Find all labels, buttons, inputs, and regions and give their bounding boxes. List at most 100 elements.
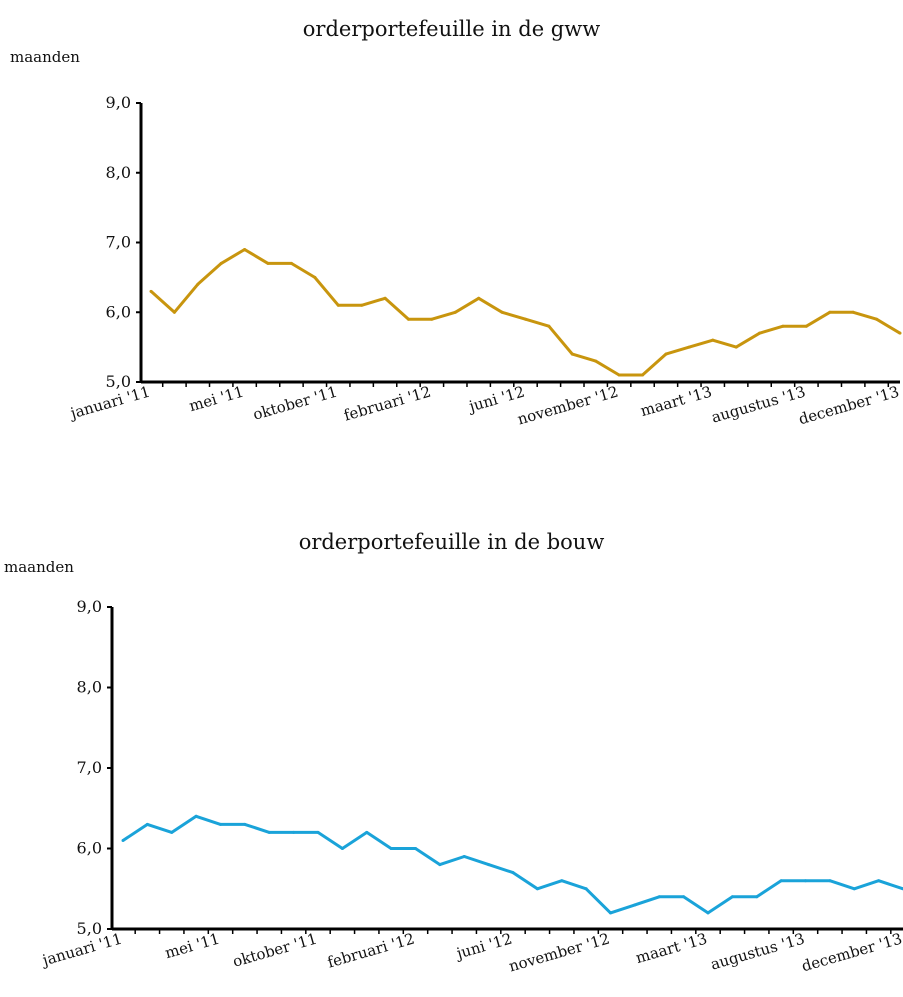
data-point [898,331,902,335]
x-tick-label: mei '11 [163,930,222,963]
x-tick-label: mei '11 [187,383,246,416]
y-tick-label: 6,0 [106,302,131,321]
y-tick-label: 8,0 [106,163,131,182]
data-point [266,261,270,265]
y-tick-label: 8,0 [77,678,102,697]
data-point [682,895,686,899]
data-point [828,879,832,883]
x-tick-label: februari '12 [342,383,433,425]
x-tick-label: november '12 [507,930,612,976]
data-point [406,317,410,321]
data-point [804,324,808,328]
data-point [877,879,881,883]
x-tick-label: augustus '13 [709,383,807,427]
data-point [730,895,734,899]
x-tick-label: juni '12 [453,930,514,963]
y-axis-unit-label: maanden [4,558,74,576]
data-point [609,911,612,915]
data-point [804,879,807,883]
x-tick-label: oktober '11 [251,383,339,424]
data-point [706,911,710,915]
data-point [570,352,574,356]
data-point [633,903,637,907]
data-point [711,338,715,342]
y-tick-label: 7,0 [106,233,131,252]
data-point [267,830,271,834]
series-line [122,814,903,915]
x-tick-label: februari '12 [325,930,416,972]
data-point [657,895,661,899]
data-point [145,822,149,826]
data-point [383,296,387,300]
data-point [781,324,785,328]
data-point [617,373,621,377]
data-point [755,895,759,899]
y-tick-label: 5,0 [106,372,131,391]
y-tick-label: 9,0 [77,597,102,616]
data-point [453,310,457,314]
data-point [172,310,176,314]
series-line [149,248,901,377]
data-point [289,261,293,265]
x-tick-label: maart '13 [634,930,709,968]
data-point [500,310,504,314]
data-point [316,830,320,834]
data-point [389,847,393,850]
data-point [243,247,247,251]
data-point [779,879,783,883]
data-point [584,887,588,891]
data-point [365,830,369,834]
x-tick-label: augustus '13 [708,930,806,974]
data-point [828,310,832,314]
data-point [487,863,491,867]
x-tick-label: november '12 [515,383,620,429]
data-point [524,317,527,321]
data-point [414,847,417,850]
data-point [641,373,645,377]
data-point [219,822,222,826]
data-point [196,282,200,286]
data-point [340,847,344,850]
data-point [360,303,364,307]
data-point [336,303,340,307]
y-tick-label: 7,0 [77,758,102,777]
x-tick-label: oktober '11 [231,930,319,971]
data-point [194,814,198,818]
y-tick-label: 6,0 [77,839,102,858]
data-point [734,345,738,349]
data-point [462,855,466,859]
data-point [477,296,481,300]
data-point [851,310,855,314]
data-point [438,863,442,867]
data-point [149,289,153,293]
data-point [430,317,434,321]
chart-title: orderportefeuille in de gww [302,17,601,41]
data-point [594,359,598,363]
data-point [219,261,223,265]
data-point [243,822,247,826]
x-tick-label: december '13 [797,383,902,429]
data-point [511,871,515,875]
chart-bouw: orderportefeuille in de bouw maanden 5,0… [0,520,903,997]
x-tick-label: december '13 [800,930,903,976]
data-point [687,345,691,349]
data-point [560,879,564,883]
data-point [852,887,856,891]
y-tick-label: 5,0 [77,919,102,938]
x-tick-label: maart '13 [638,383,713,421]
y-tick-label: 9,0 [106,93,131,112]
data-point [535,887,539,891]
data-point [121,838,125,842]
data-point [313,275,317,279]
data-point [292,830,296,834]
chart-title: orderportefeuille in de bouw [298,530,605,554]
data-point [875,317,879,321]
data-point [547,324,551,328]
data-point [758,331,762,335]
y-axis-unit-label: maanden [10,48,80,66]
data-point [664,352,668,356]
data-point [170,830,174,834]
chart-gww: orderportefeuille in de gww maanden 5,0 6… [0,0,903,490]
